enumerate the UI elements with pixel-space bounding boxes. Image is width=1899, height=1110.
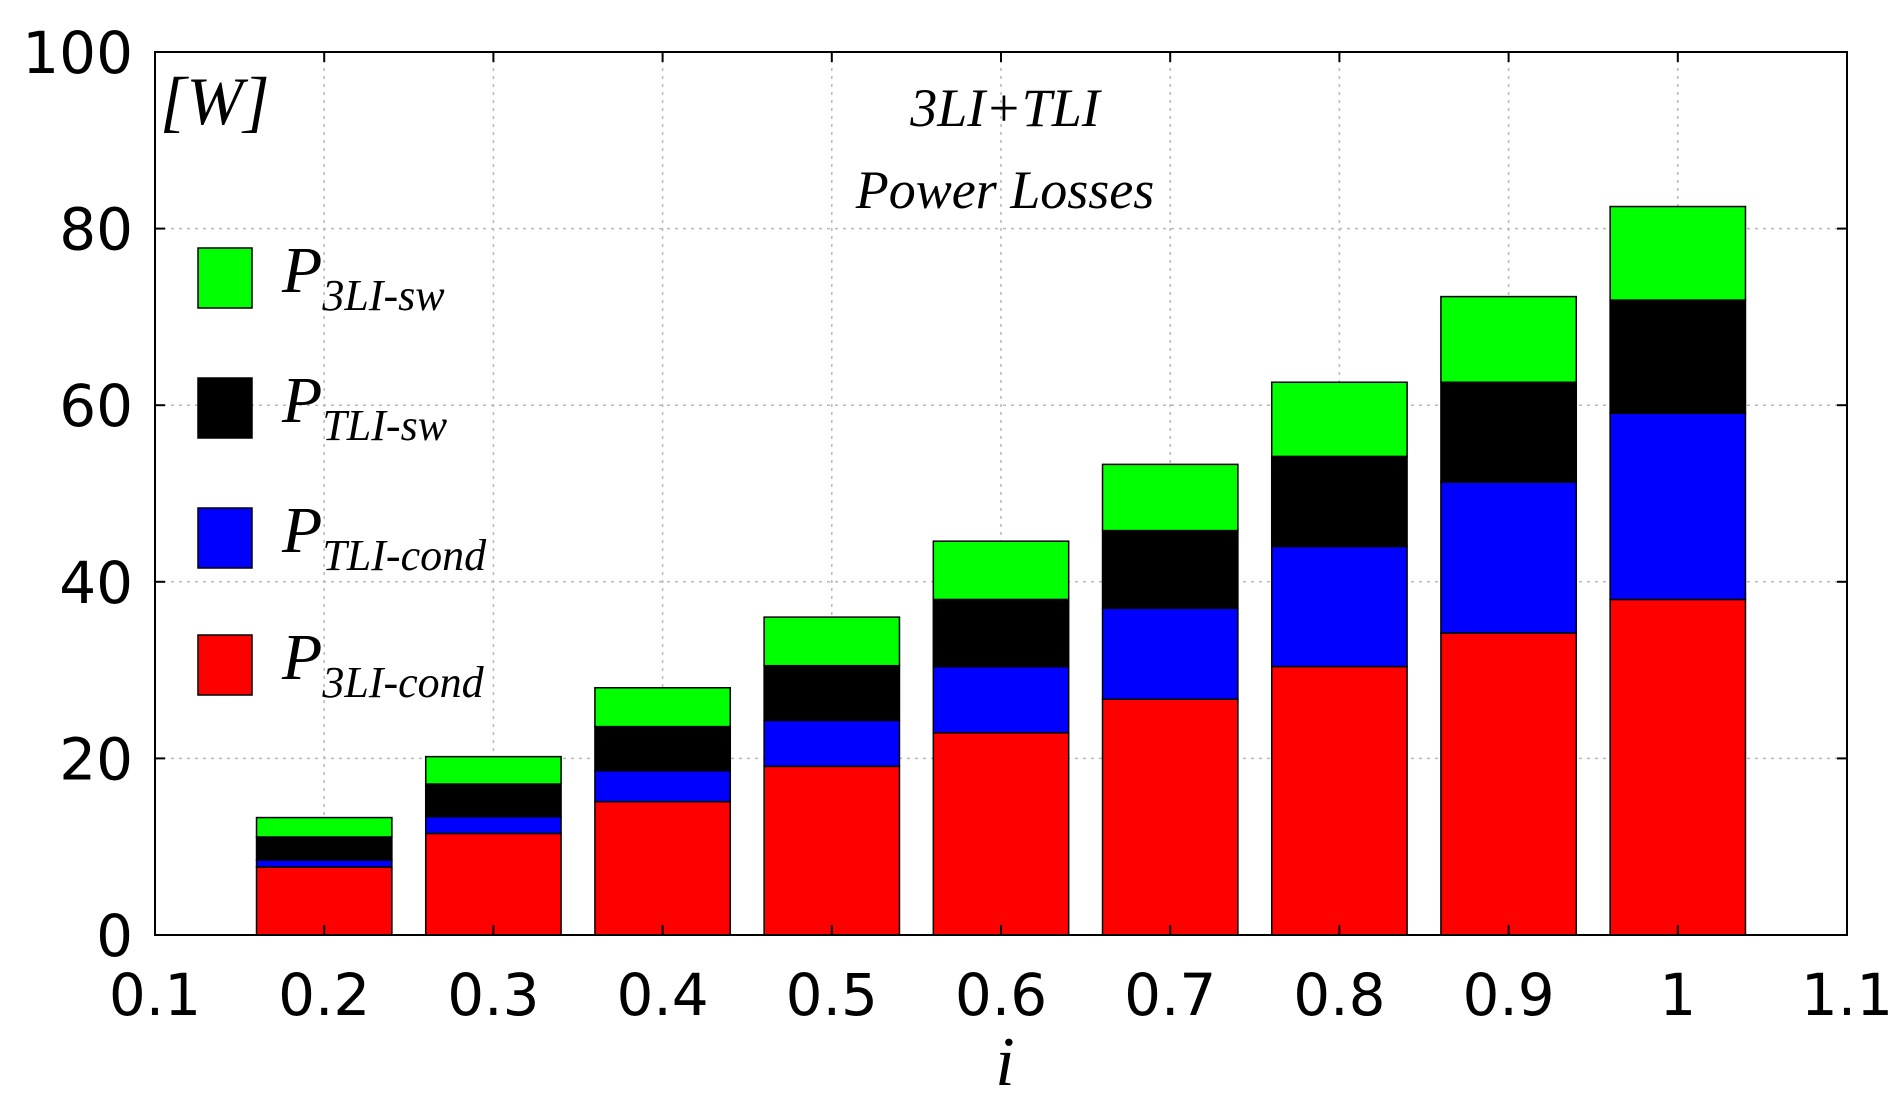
x-tick-label: 0.4 [616,961,708,1029]
bar-PTLI-cond-0.5 [763,719,901,768]
bar-PTLI-cond-0.6 [932,665,1070,734]
legend-label-PTLI-cond: PTLI-cond [281,494,487,580]
x-tick-label: 0.5 [786,961,878,1029]
x-tick-label: 0.2 [278,961,370,1029]
bar-P3LI-sw-0.8 [1270,381,1408,458]
bar-P3LI-sw-1 [1609,205,1747,301]
bar-P3LI-cond-0.7 [1101,698,1239,936]
bar-P3LI-cond-0.9 [1440,632,1578,936]
bar-P3LI-cond-0.4 [594,800,732,936]
bar-P3LI-sw-0.6 [932,540,1070,601]
bar-P3LI-sw-0.4 [594,687,732,728]
axis-ticks: 0.1 0.2 0.3 0.4 0.5 0.6 0.7 0.8 0.9 1 1.1 0 20 40 60 80… [22,19,1893,1029]
bar-PTLI-cond-0.8 [1270,545,1408,668]
bar-PTLI-sw-0.9 [1440,381,1578,483]
bar-P3LI-sw-0.7 [1101,463,1239,532]
x-tick-label: 1 [1659,961,1696,1029]
x-tick-label: 0.3 [447,961,539,1029]
bar-PTLI-cond-1 [1609,412,1747,601]
y-tick-label: 60 [59,372,133,440]
bar-PTLI-sw-0.5 [763,664,901,722]
bar-PTLI-sw-0.6 [932,598,1070,668]
x-tick-label: 0.9 [1462,961,1554,1029]
bar-P3LI-cond-0.6 [932,732,1070,936]
x-tick-label: 1.1 [1801,961,1893,1029]
bar-P3LI-cond-0.3 [424,832,562,936]
legend-label-P3LI-sw: P3LI-sw [281,234,445,320]
bar-P3LI-sw-0.9 [1440,295,1578,383]
bar-PTLI-sw-0.2 [255,836,393,861]
x-tick-label: 0.1 [109,961,201,1029]
bar-PTLI-cond-0.2 [255,859,393,868]
bar-PTLI-sw-0.4 [594,725,732,772]
bar-PTLI-sw-0.8 [1270,455,1408,548]
bar-P3LI-cond-1 [1609,598,1747,936]
bar-PTLI-sw-1 [1609,299,1747,414]
y-tick-label: 40 [59,549,133,617]
legend-swatch-P3LI-cond [197,634,253,696]
bar-P3LI-cond-0.5 [763,765,901,936]
y-tick-label: 0 [96,902,133,970]
bar-PTLI-cond-0.3 [424,815,562,835]
bar-PTLI-sw-0.3 [424,783,562,818]
y-tick-label: 100 [22,19,133,87]
bar-P3LI-cond-0.2 [255,866,393,936]
x-axis-label: i [995,1024,1014,1101]
bar-PTLI-cond-0.9 [1440,481,1578,634]
unit-label: [W] [160,63,270,139]
y-tick-label: 20 [59,725,133,793]
legend-label-PTLI-sw: PTLI-sw [281,364,448,450]
y-tick-label: 80 [59,196,133,264]
chart-title-line2: Power Losses [855,160,1155,220]
x-tick-label: 0.6 [955,961,1047,1029]
legend-label-P3LI-cond: P3LI-cond [281,621,485,707]
bar-P3LI-sw-0.5 [763,616,901,667]
legend-swatch-PTLI-cond [197,507,253,569]
stacked-bars [255,205,1747,936]
legend-swatch-PTLI-sw [197,377,253,439]
x-tick-label: 0.7 [1124,961,1216,1029]
legend-swatch-P3LI-sw [197,247,253,309]
bar-P3LI-cond-0.8 [1270,665,1408,936]
legend: P3LI-sw PTLI-sw PTLI-cond P3LI-cond [197,234,487,707]
bar-P3LI-sw-0.3 [424,755,562,785]
bar-PTLI-cond-0.4 [594,770,732,803]
chart-title-line1: 3LI+TLI [909,78,1103,138]
bar-PTLI-sw-0.7 [1101,529,1239,610]
x-tick-label: 0.8 [1293,961,1385,1029]
bar-PTLI-cond-0.7 [1101,607,1239,700]
bar-P3LI-sw-0.2 [255,816,393,838]
